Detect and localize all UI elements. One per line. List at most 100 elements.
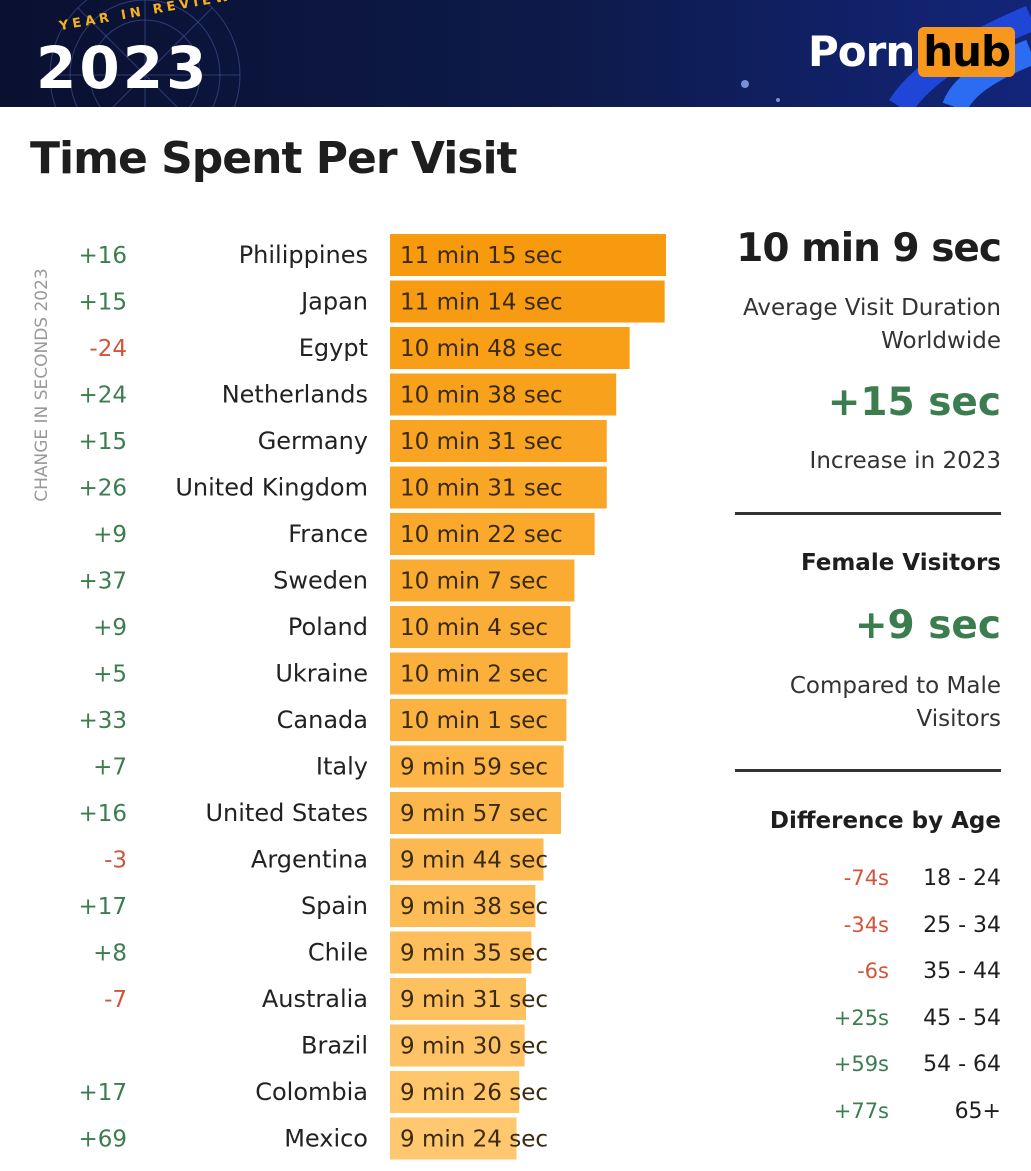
page-title: Time Spent Per Visit [30,133,518,184]
age-diff-value: +59s [833,1052,889,1076]
female-visitors-title: Female Visitors [800,550,1001,576]
year-label: 2023 [36,34,210,102]
average-duration-value: 10 min 9 sec [736,226,1002,271]
bar-united-states [390,792,561,834]
age-range-label: 18 - 24 [923,866,1001,891]
change-label: -3 [104,848,127,874]
change-label: +17 [78,1080,127,1106]
bar-value-label: 10 min 48 sec [400,336,563,362]
change-label: +16 [78,243,127,269]
age-range-label: 65+ [954,1098,1001,1124]
change-label: +15 [78,429,127,455]
change-label: +9 [93,522,127,548]
bar-value-label: 11 min 15 sec [400,243,563,269]
bar-sweden [390,559,575,602]
age-row: -34s 25 - 34 [800,913,1001,960]
country-label: Italy [316,753,368,781]
bar-argentina [390,838,544,881]
bar-poland [390,606,571,648]
bar-germany [390,420,607,462]
age-row: -6s 35 - 44 [800,959,1001,1006]
bar-italy [390,745,564,788]
bar-japan [390,280,665,323]
country-label: Poland [288,613,368,641]
bar-value-label: 9 min 26 sec [400,1080,548,1106]
age-diff-value: -34s [843,912,889,937]
age-diff-value: -74s [843,866,889,890]
age-row: +59s 54 - 64 [800,1052,1001,1099]
bar-value-label: 10 min 1 sec [400,708,548,734]
age-range-label: 54 - 64 [923,1052,1001,1077]
change-label: +7 [93,755,127,781]
country-label: Canada [277,706,368,734]
brand-logo-part1: Porn [808,27,915,76]
bar-value-label: 9 min 59 sec [400,755,548,781]
country-label: Egypt [299,334,368,362]
bar-value-label: 9 min 38 sec [400,894,548,920]
age-diff-value: +77s [833,1098,889,1123]
bar-chile [390,931,532,974]
age-diff-value: -6s [857,959,889,983]
increase-value: +15 sec [827,380,1001,425]
country-label: Spain [301,892,368,920]
age-range-label: 35 - 44 [923,959,1001,984]
age-row: -74s 18 - 24 [800,866,1001,913]
divider [735,769,1001,772]
bar-mexico [390,1117,517,1160]
country-label: Mexico [284,1125,368,1153]
increase-label: Increase in 2023 [809,448,1001,474]
change-label: +26 [78,476,127,502]
age-range-label: 45 - 54 [923,1005,1001,1031]
country-label: Germany [258,427,368,455]
bar-france [390,513,595,555]
change-label: +5 [93,662,127,688]
bar-value-label: 10 min 4 sec [400,615,548,641]
bar-netherlands [390,373,617,416]
age-row: +25s 45 - 54 [800,1006,1001,1053]
female-visitors-value: +9 sec [854,603,1001,648]
age-range-label: 25 - 34 [923,912,1001,938]
change-label: +33 [78,708,127,734]
bar-australia [390,978,526,1020]
change-label: +37 [78,569,127,595]
average-duration-label: Average Visit Duration Worldwide [743,295,1001,354]
change-label: -24 [89,336,127,362]
country-label: Sweden [273,567,368,595]
bar-canada [390,699,567,741]
change-label: +17 [78,894,127,920]
change-label: +16 [78,801,127,827]
bar-united-kingdom [390,466,607,509]
country-label: Brazil [301,1032,368,1060]
bar-value-label: 10 min 2 sec [400,662,548,688]
bar-value-label: 9 min 31 sec [400,987,548,1013]
country-label: Japan [299,288,368,316]
country-label: Colombia [255,1078,368,1106]
age-diff-value: +25s [833,1005,889,1030]
age-row: +77s 65+ [800,1099,1001,1146]
country-label: Netherlands [222,381,368,409]
country-label: France [288,520,368,548]
country-label: Chile [308,939,368,967]
age-difference-title: Difference by Age [769,808,1001,834]
change-label: +69 [78,1127,127,1153]
bar-value-label: 9 min 24 sec [400,1127,548,1153]
bar-value-label: 11 min 14 sec [400,290,563,316]
bar-ukraine [390,652,568,695]
country-label: Philippines [239,241,368,269]
bar-value-label: 10 min 31 sec [400,476,563,502]
change-label: +9 [93,615,127,641]
bar-value-label: 10 min 22 sec [400,522,563,548]
country-label: Argentina [251,846,368,874]
bar-spain [390,885,536,927]
bar-value-label: 9 min 44 sec [400,848,548,874]
bar-philippines [390,234,666,276]
female-visitors-label: Compared to Male Visitors [789,673,1001,732]
change-label: -7 [104,987,127,1013]
bar-chart: 11 min 15 sec Philippines +16 11 min 14 sec… [78,234,666,1160]
change-label: +8 [93,941,127,967]
change-label: +24 [78,383,127,409]
bar-value-label: 9 min 57 sec [400,801,548,827]
divider [735,512,1001,515]
age-difference-table: -74s 18 - 24 -34s 25 - 34 -6s 35 - 44 +2… [800,866,1001,1145]
bar-value-label: 9 min 35 sec [400,941,548,967]
